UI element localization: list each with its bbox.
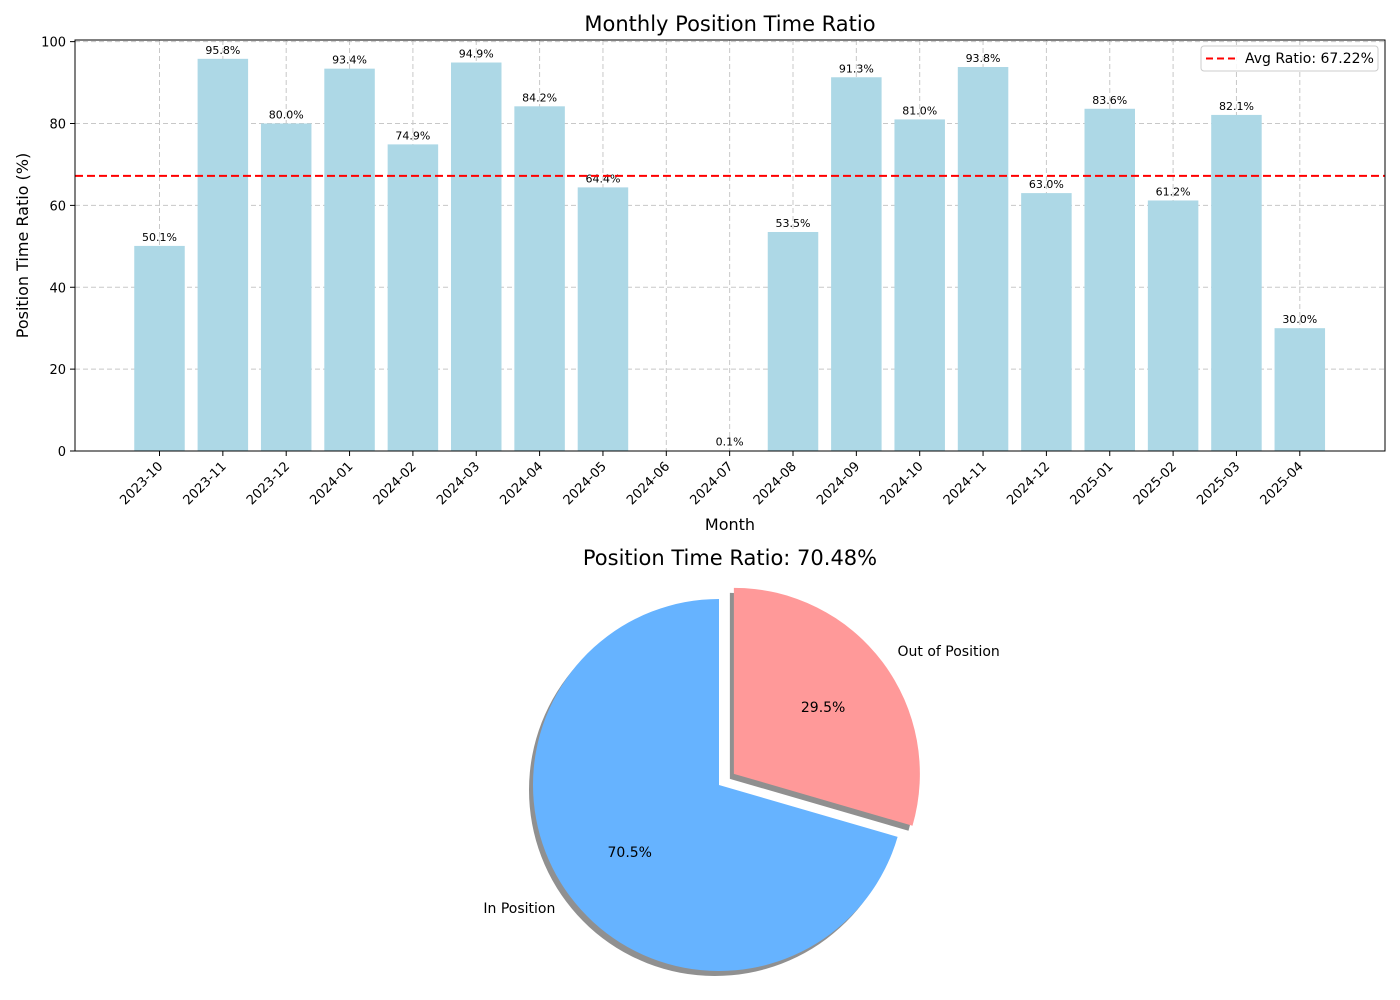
bar-value-label: 93.4% xyxy=(332,54,367,67)
x-tick-label: 2024-10 xyxy=(878,459,927,508)
bar xyxy=(197,58,249,451)
legend: Avg Ratio: 67.22% xyxy=(1200,45,1379,72)
bar-value-label: 82.1% xyxy=(1219,100,1254,113)
bar xyxy=(1274,328,1326,451)
bar-value-label: 84.2% xyxy=(522,91,557,104)
x-tick-label: 2024-09 xyxy=(814,459,863,508)
bar-chart-bars xyxy=(134,58,1326,452)
bar-value-label: 81.0% xyxy=(902,104,937,117)
bar xyxy=(831,77,882,452)
x-axis-ticks: 2023-10 2023-11 2023-12 2024-01 2024-02 2024-… xyxy=(117,451,1307,508)
legend-box xyxy=(1200,45,1379,72)
bar xyxy=(957,67,1009,451)
y-axis-label: Position Time Ratio (%) xyxy=(13,153,32,338)
x-tick-label: 2023-11 xyxy=(181,459,230,508)
pie-slice xyxy=(533,599,898,972)
bar-value-label: 64.4% xyxy=(585,172,620,185)
pie-percent-label: 29.5% xyxy=(801,700,845,716)
x-tick-label: 2025-04 xyxy=(1258,459,1307,508)
pie-slices xyxy=(533,587,920,972)
bar-value-label: 93.8% xyxy=(966,52,1001,65)
bar-value-label: 80.0% xyxy=(269,109,304,122)
x-tick-label: 2024-12 xyxy=(1004,459,1053,508)
y-tick-label: 100 xyxy=(41,36,66,51)
legend-label: Avg Ratio: 67.22% xyxy=(1245,51,1374,67)
bar xyxy=(260,123,312,452)
bar xyxy=(514,106,565,451)
bar xyxy=(1147,200,1199,451)
x-tick-label: 2024-06 xyxy=(624,459,673,508)
pie-slice-label: In Position xyxy=(483,901,555,917)
bar-value-label: 50.1% xyxy=(142,231,177,244)
x-tick-label: 2025-01 xyxy=(1068,459,1117,508)
x-tick-label: 2023-10 xyxy=(117,459,166,508)
bar xyxy=(451,62,502,451)
x-tick-label: 2024-08 xyxy=(751,459,800,508)
y-tick-label: 20 xyxy=(49,363,66,378)
bar-chart: Monthly Position Time Ratio 50.1% 95.8% 80… xyxy=(13,12,1386,534)
pie-slice-label: Out of Position xyxy=(897,644,999,660)
bar xyxy=(387,144,439,451)
y-tick-label: 40 xyxy=(49,281,66,296)
bar xyxy=(1021,193,1072,451)
bar xyxy=(134,245,185,451)
bar-value-label: 94.9% xyxy=(459,48,494,61)
bar-value-label: 95.8% xyxy=(205,44,240,57)
x-tick-label: 2024-02 xyxy=(371,459,420,508)
bar xyxy=(1084,108,1135,451)
x-tick-label: 2024-04 xyxy=(497,459,546,508)
y-tick-label: 60 xyxy=(49,199,66,214)
x-tick-label: 2024-05 xyxy=(561,459,610,508)
bar-value-label: 0.1% xyxy=(716,436,744,449)
pie-labels: 29.5% Out of Position 70.5% In Position xyxy=(483,644,999,917)
y-tick-label: 80 xyxy=(49,118,66,133)
x-tick-label: 2025-03 xyxy=(1194,459,1243,508)
pie-chart: Position Time Ratio: 70.48% 29.5% Out of … xyxy=(483,546,1000,977)
bar-value-label: 53.5% xyxy=(776,217,811,230)
bar-value-label: 61.2% xyxy=(1156,185,1191,198)
pie-chart-title: Position Time Ratio: 70.48% xyxy=(583,546,877,570)
x-tick-label: 2024-07 xyxy=(687,459,736,508)
bar xyxy=(324,68,375,451)
bar-value-label: 30.0% xyxy=(1282,313,1317,326)
bar-chart-value-labels: 50.1% 95.8% 80.0% 93.4% 74.9% 94.9% 84.2% 64.4%… xyxy=(142,44,1317,449)
bar xyxy=(894,119,945,452)
x-tick-label: 2024-11 xyxy=(941,459,990,508)
bar-value-label: 83.6% xyxy=(1092,94,1127,107)
pie-slice xyxy=(733,587,920,826)
bar xyxy=(1211,114,1262,452)
bar-value-label: 91.3% xyxy=(839,62,874,75)
bar-value-label: 63.0% xyxy=(1029,178,1064,191)
bar-value-label: 74.9% xyxy=(395,129,430,142)
bar xyxy=(577,187,629,451)
bar-chart-title: Monthly Position Time Ratio xyxy=(584,12,875,36)
x-axis-label: Month xyxy=(705,515,755,534)
x-tick-label: 2025-02 xyxy=(1131,459,1180,508)
y-axis-ticks: 0 20 40 60 80 100 xyxy=(41,36,75,460)
bar xyxy=(767,231,819,451)
x-tick-label: 2023-12 xyxy=(244,459,293,508)
x-tick-label: 2024-01 xyxy=(307,459,356,508)
y-tick-label: 0 xyxy=(58,445,66,460)
x-tick-label: 2024-03 xyxy=(434,459,483,508)
pie-percent-label: 70.5% xyxy=(608,845,652,861)
